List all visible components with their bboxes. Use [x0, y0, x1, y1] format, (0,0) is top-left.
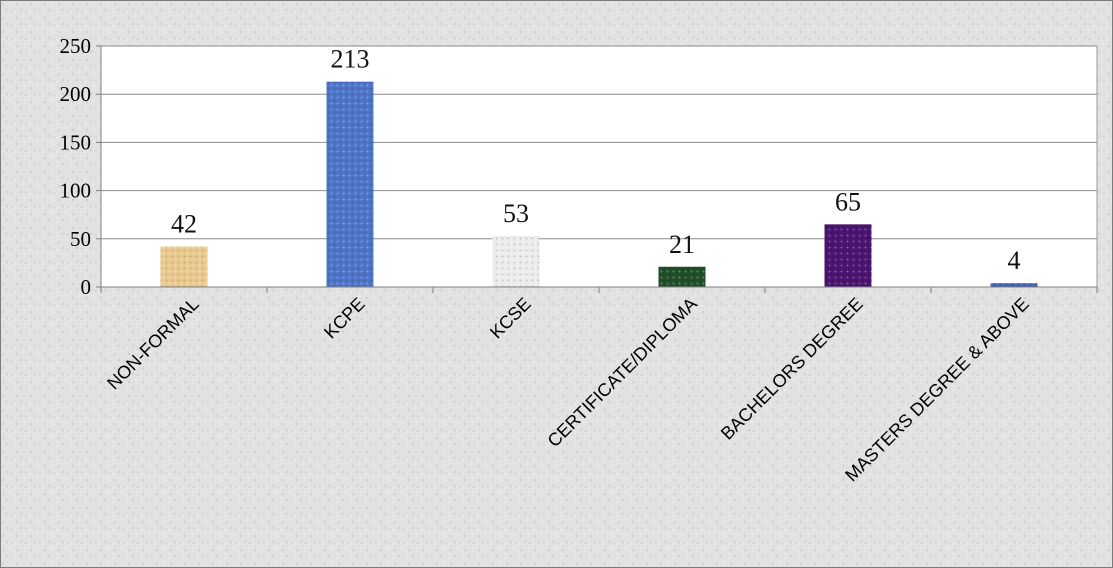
- y-tick-label: 0: [81, 275, 92, 299]
- data-label: 65: [835, 187, 861, 216]
- plot-area: [100, 45, 1098, 288]
- bar-texture: [492, 235, 540, 287]
- y-tick-label: 250: [60, 34, 92, 58]
- data-labels: 42 213 53 21 65 4: [171, 45, 1021, 275]
- y-axis: 0 50 100 150 200 250: [60, 34, 102, 299]
- y-tick-label: 200: [60, 82, 92, 106]
- bar-texture: [824, 224, 872, 287]
- bars: [160, 81, 1038, 287]
- bar-texture: [326, 81, 374, 287]
- bar-texture: [990, 283, 1038, 287]
- y-tick-label: 150: [60, 130, 92, 154]
- data-label: 21: [669, 230, 695, 259]
- bar-texture: [160, 246, 208, 287]
- y-tick-label: 100: [60, 179, 92, 203]
- data-label: 42: [171, 210, 197, 239]
- data-label: 4: [1008, 246, 1021, 275]
- data-label: 213: [331, 45, 370, 74]
- bar-texture: [658, 266, 706, 287]
- y-tick-label: 50: [70, 227, 91, 251]
- data-label: 53: [503, 199, 529, 228]
